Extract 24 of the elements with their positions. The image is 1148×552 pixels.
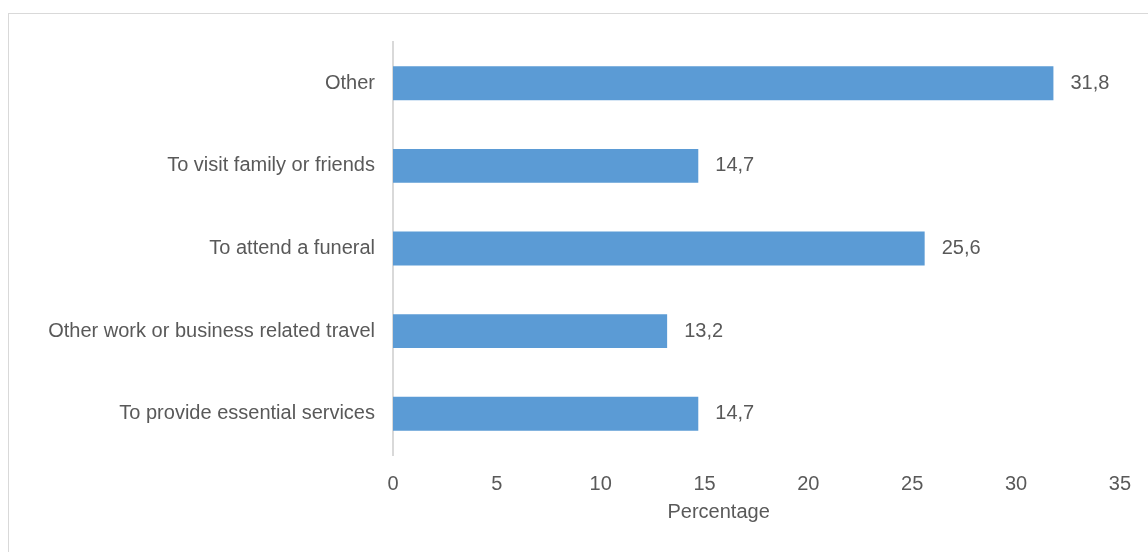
x-tick-label: 15 bbox=[693, 471, 716, 494]
y-tick-label: Other work or business related travel bbox=[48, 318, 375, 341]
data-label: 14,7 bbox=[715, 153, 755, 176]
y-tick-label: To provide essential services bbox=[119, 401, 375, 424]
y-tick-label: To attend a funeral bbox=[209, 236, 375, 259]
x-tick-label: 5 bbox=[491, 471, 503, 494]
x-tick-label: 25 bbox=[901, 471, 924, 494]
bar bbox=[393, 66, 1054, 101]
data-label: 14,7 bbox=[715, 401, 755, 424]
bar bbox=[393, 396, 699, 431]
y-tick-label: To visit family or friends bbox=[167, 153, 375, 176]
data-label: 31,8 bbox=[1070, 70, 1110, 93]
bar bbox=[393, 231, 925, 266]
bar bbox=[393, 314, 668, 349]
x-tick-label: 20 bbox=[797, 471, 820, 494]
x-axis-title: Percentage bbox=[667, 499, 770, 522]
data-label: 13,2 bbox=[684, 318, 724, 341]
x-tick-label: 35 bbox=[1108, 471, 1131, 494]
bar bbox=[393, 148, 699, 183]
data-label: 25,6 bbox=[941, 236, 981, 259]
x-tick-label: 10 bbox=[589, 471, 612, 494]
x-tick-label: 30 bbox=[1004, 471, 1028, 494]
x-tick-label: 0 bbox=[387, 471, 399, 494]
y-tick-label: Other bbox=[324, 70, 376, 93]
